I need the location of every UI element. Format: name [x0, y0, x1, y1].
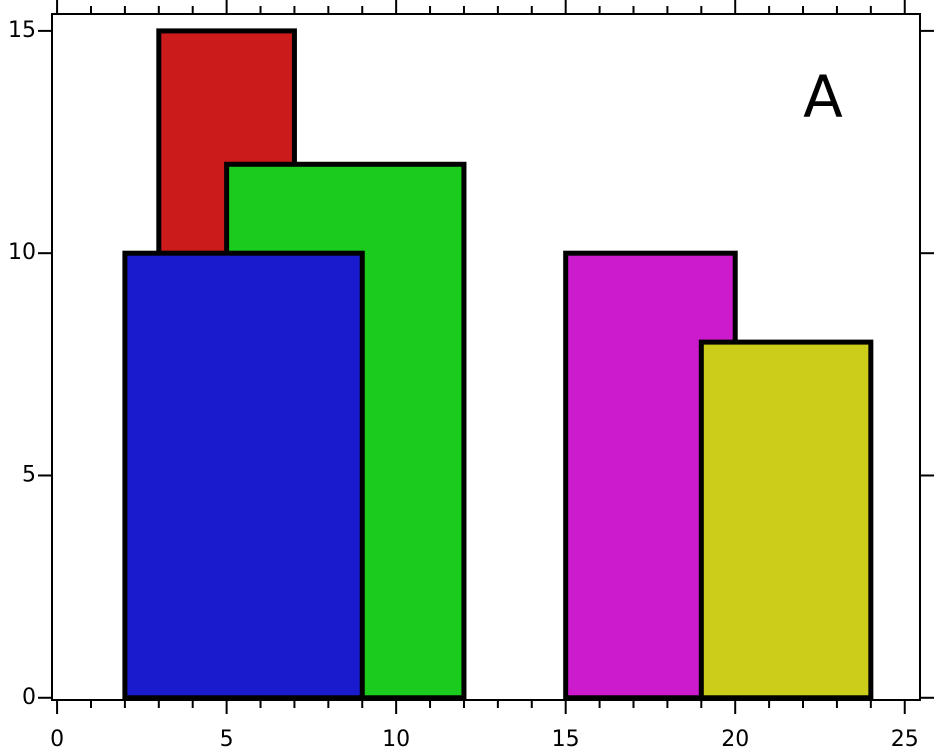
- x-tick-label: 15: [552, 727, 580, 752]
- y-tick-label: 0: [22, 685, 36, 710]
- x-tick-label: 20: [721, 727, 749, 752]
- y-tick-label: 10: [8, 240, 36, 265]
- x-tick-label: 0: [50, 727, 64, 752]
- x-tick-label: 10: [382, 727, 410, 752]
- x-tick-label: 25: [891, 727, 919, 752]
- bar: [122, 250, 365, 701]
- bar: [698, 339, 874, 701]
- plot-border: [51, 13, 921, 701]
- y-tick-label: 15: [8, 18, 36, 43]
- annotation: A: [803, 63, 843, 131]
- y-tick-label: 5: [22, 462, 36, 487]
- x-tick-label: 5: [220, 727, 234, 752]
